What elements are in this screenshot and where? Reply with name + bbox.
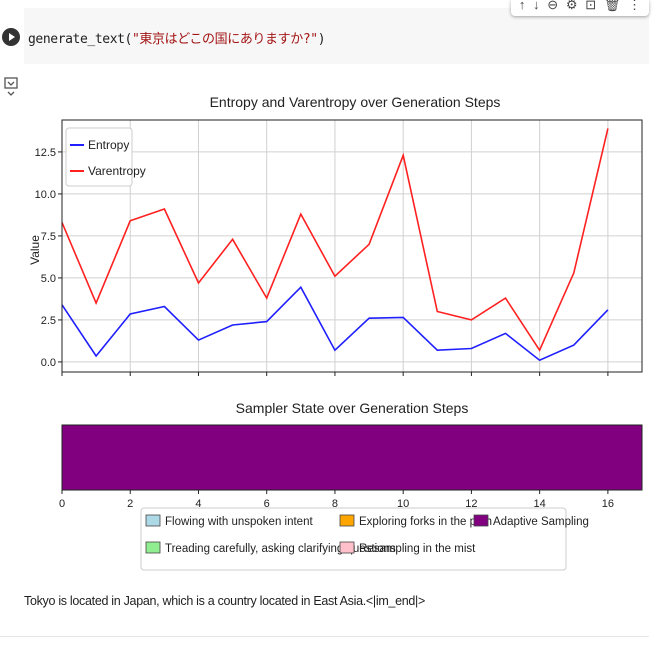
chart1-legend: Entropy Varentropy — [65, 127, 146, 187]
state-cell — [403, 425, 438, 490]
mirror-icon[interactable]: ⊡ — [585, 0, 597, 12]
chart1-grid — [61, 120, 642, 372]
chart2-xtick-label: 2 — [127, 498, 133, 510]
state-cell — [471, 425, 507, 490]
chart1-title: Entropy and Varentropy over Generation S… — [210, 94, 501, 110]
notebook-cell: generate_text("東京はどこの国にありますか?") ↑ ↓ ⊖ ⚙ … — [0, 0, 649, 637]
chart2-xtick-label: 0 — [59, 498, 65, 510]
legend-varentropy-label: Varentropy — [88, 164, 146, 178]
code-function-name: generate_text — [28, 32, 125, 47]
chart2-xtick-label: 14 — [534, 498, 546, 510]
chart2-xtick-label: 16 — [602, 498, 614, 510]
code-close-paren: ) — [317, 32, 326, 47]
chart2-xtick-label: 10 — [397, 498, 409, 510]
chart2-frame — [61, 424, 643, 491]
link-icon[interactable]: ⊖ — [547, 0, 559, 12]
legend-swatch — [339, 514, 355, 527]
state-cell — [164, 425, 199, 490]
state-cell — [369, 425, 404, 490]
state-cell — [437, 425, 472, 490]
chart1-ytick-label: 12.5 — [35, 147, 56, 159]
legend-swatch — [145, 514, 161, 527]
chart1-frame — [61, 119, 643, 373]
chart1-x-ticks — [61, 372, 609, 376]
state-cell — [607, 425, 643, 490]
chart1-ytick-label: 0.0 — [41, 357, 56, 369]
chart2-title: Sampler State over Generation Steps — [236, 400, 469, 416]
chart1-ytick-label: 7.5 — [41, 231, 56, 243]
cell-toolbar: ↑ ↓ ⊖ ⚙ ⊡ 🗑 ⋮ — [511, 0, 649, 16]
code-editor[interactable]: generate_text("東京はどこの国にありますか?") — [24, 8, 649, 64]
state-cell — [573, 425, 609, 490]
chart2-xtick-label: 4 — [195, 498, 201, 510]
chart2-xtick-label: 8 — [332, 498, 338, 510]
chart2-cells — [62, 425, 643, 490]
state-cell — [62, 425, 97, 490]
sampler-state-chart: Sampler State over Generation Steps 0 2 4 6… — [59, 400, 643, 571]
series-line-varentropy — [61, 128, 609, 352]
run-cell-button[interactable] — [1, 22, 21, 52]
chart2-legend-box — [140, 507, 567, 571]
chart1-ytick-label: 5.0 — [41, 273, 56, 285]
legend-swatch — [473, 514, 489, 527]
chart1-series — [61, 128, 609, 362]
legend-label: Treading carefully, asking clarifying qu… — [165, 543, 396, 555]
output-menu-icon[interactable] — [4, 76, 18, 103]
state-cell — [198, 425, 234, 490]
state-cell — [96, 425, 131, 490]
chart2-legend: Flowing with unspoken intent Exploring fo… — [140, 507, 589, 571]
state-cell — [539, 425, 575, 490]
state-cell — [266, 425, 302, 490]
code-open-paren: ( — [124, 32, 133, 47]
output-figure: Entropy and Varentropy over Generation S… — [28, 94, 643, 571]
series-line-entropy — [61, 285, 609, 362]
state-cell — [130, 425, 165, 490]
legend-label: Exploring forks in the path — [359, 516, 492, 528]
chart1-ytick-label: 10.0 — [35, 189, 56, 201]
code-line: generate_text("東京はどこの国にありますか?") — [28, 28, 326, 47]
chart2-xtick-label: 6 — [264, 498, 270, 510]
legend-entropy-label: Entropy — [88, 138, 129, 152]
output-text: Tokyo is located in Japan, which is a co… — [24, 594, 425, 608]
chart2-x-ticks: 0 2 4 6 8 10 12 14 16 — [59, 490, 614, 510]
legend-label: Flowing with unspoken intent — [165, 516, 313, 528]
legend-label: Adaptive Sampling — [493, 516, 589, 528]
entropy-chart: Entropy and Varentropy over Generation S… — [28, 94, 643, 376]
legend-label: Resampling in the mist — [359, 543, 476, 555]
chart1-y-ticks: 0.0 2.5 5.0 7.5 10.0 12.5 — [35, 147, 62, 369]
more-icon[interactable]: ⋮ — [628, 0, 642, 12]
chart2-xtick-label: 12 — [465, 498, 477, 510]
play-icon — [2, 28, 20, 46]
code-string-argument: "東京はどこの国にありますか?" — [131, 32, 318, 47]
arrow-up-icon[interactable]: ↑ — [518, 0, 526, 12]
trash-icon[interactable]: 🗑 — [603, 0, 621, 12]
state-cell — [505, 425, 541, 490]
state-cell — [334, 425, 370, 490]
legend-swatch — [145, 541, 161, 554]
state-cell — [300, 425, 336, 490]
chart1-ylabel: Value — [28, 235, 42, 265]
state-cell — [232, 425, 268, 490]
gear-icon[interactable]: ⚙ — [565, 0, 578, 12]
legend-swatch — [339, 541, 355, 554]
arrow-down-icon[interactable]: ↓ — [533, 0, 540, 12]
chart1-ytick-label: 2.5 — [41, 315, 56, 327]
